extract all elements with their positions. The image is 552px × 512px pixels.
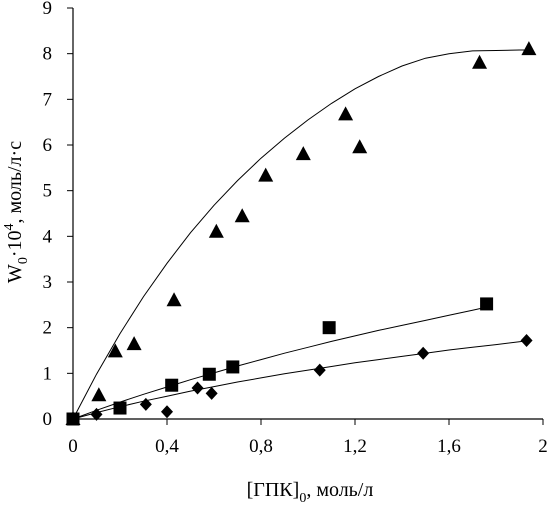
y-axis-title: W0·104, моль/л·с bbox=[2, 141, 31, 283]
triangle-data-point bbox=[208, 223, 224, 238]
diamond-data-point bbox=[139, 397, 152, 411]
triangle-data-point bbox=[107, 343, 123, 358]
x-tick-label: 0,8 bbox=[249, 436, 273, 457]
x-tick-label: 1,6 bbox=[437, 436, 461, 457]
square-data-point bbox=[322, 321, 336, 335]
square-series-trend-line bbox=[72, 306, 487, 420]
square-data-point bbox=[113, 401, 127, 415]
triangle-data-point bbox=[91, 387, 107, 402]
y-tick-label: 6 bbox=[43, 135, 53, 156]
square-data-point bbox=[226, 360, 240, 374]
diamond-data-point bbox=[313, 363, 326, 377]
triangle-data-point bbox=[352, 139, 368, 154]
square-data-point bbox=[165, 378, 179, 392]
y-tick-label: 3 bbox=[43, 272, 53, 293]
y-tick-label: 8 bbox=[43, 44, 53, 65]
triangle-data-point bbox=[166, 292, 182, 307]
axes bbox=[67, 7, 544, 425]
square-data-point bbox=[202, 367, 216, 381]
triangle-data-point bbox=[295, 146, 311, 161]
diamond-data-point bbox=[205, 386, 218, 400]
triangle-data-point bbox=[472, 54, 488, 69]
y-tick-label: 4 bbox=[43, 226, 53, 247]
y-tick-label: 9 bbox=[43, 0, 53, 19]
y-tick-label: 2 bbox=[43, 318, 53, 339]
square-data-point bbox=[480, 297, 494, 311]
x-tick-label: 2 bbox=[538, 436, 548, 457]
diamond-data-point bbox=[67, 412, 79, 426]
x-tick-label: 0,4 bbox=[155, 436, 179, 457]
diamond-data-point bbox=[520, 333, 533, 347]
diamond-data-point bbox=[90, 407, 103, 421]
y-tick-label: 0 bbox=[43, 409, 53, 430]
triangle-data-point bbox=[521, 41, 537, 56]
triangle-series-trend-line bbox=[72, 49, 529, 420]
triangle-data-point bbox=[258, 167, 274, 182]
y-tick-label: 7 bbox=[43, 89, 53, 110]
trend-lines bbox=[72, 49, 529, 420]
x-axis-title: [ГПК]0, моль/л bbox=[247, 479, 374, 506]
y-tick-label: 5 bbox=[43, 181, 53, 202]
x-tick-labels: 0 0,4 0,8 1,2 1,6 2 bbox=[68, 436, 548, 457]
data-markers bbox=[65, 41, 537, 426]
diamond-series-trend-line bbox=[72, 340, 527, 420]
triangle-data-point bbox=[234, 208, 250, 223]
diamond-data-point bbox=[161, 405, 173, 419]
triangle-data-point bbox=[338, 106, 354, 121]
diamond-data-point bbox=[417, 346, 430, 360]
triangle-data-point bbox=[126, 336, 142, 351]
x-tick-label: 0 bbox=[68, 436, 78, 457]
y-tick-labels: 0 1 2 3 4 5 6 7 8 9 bbox=[43, 0, 53, 430]
y-tick-label: 1 bbox=[43, 363, 53, 384]
diamond-data-point bbox=[191, 381, 204, 395]
x-tick-label: 1,2 bbox=[343, 436, 367, 457]
